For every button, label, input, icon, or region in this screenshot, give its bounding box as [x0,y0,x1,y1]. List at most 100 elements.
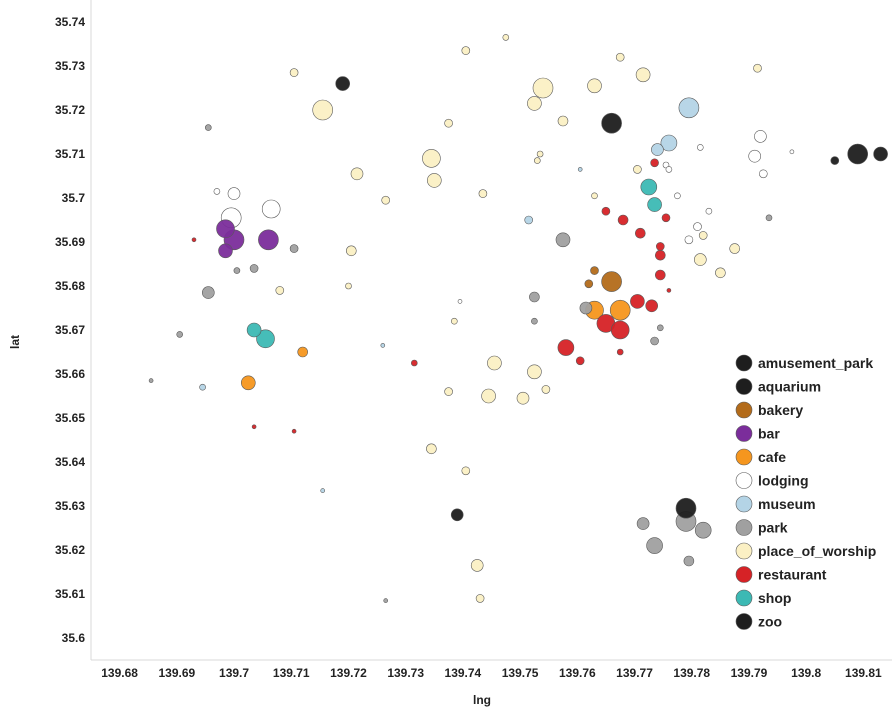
data-point-park [531,317,538,325]
x-tick-label: 139.7 [219,666,249,680]
data-point-place-of-worship [527,364,542,380]
data-point-restaurant [655,242,665,251]
data-point-place-of-worship [345,245,357,257]
data-point-restaurant [291,428,297,434]
data-point-place-of-worship [533,157,541,164]
x-tick-label: 139.68 [101,666,138,680]
data-point-lodging [261,199,281,219]
legend-label: aquarium [758,379,821,395]
data-point-lodging [789,149,795,155]
data-point-park [646,537,663,554]
data-point-lodging [748,149,762,163]
data-point-place-of-worship [729,243,741,254]
y-tick-label: 35.7 [62,191,86,205]
x-axis-title: lng [473,693,491,707]
data-point-park [694,521,712,539]
data-point-park [656,324,664,332]
legend-label: museum [758,496,816,512]
legend-label: lodging [758,473,809,489]
y-tick-label: 35.68 [55,279,85,293]
data-point-museum [678,97,700,119]
data-point-museum [651,143,664,156]
legend-label: restaurant [758,567,827,583]
data-point-place-of-worship [426,173,442,188]
data-point-park [205,124,212,131]
legend-label: zoo [758,614,782,630]
legend-marker [735,472,753,489]
data-point-restaurant [616,348,624,356]
y-tick-label: 35.64 [55,455,85,469]
data-point-lodging [665,166,673,173]
data-point-place-of-worship [587,78,602,94]
data-point-place-of-worship [444,118,453,128]
data-point-lodging [684,235,694,245]
data-point-restaurant [634,227,646,239]
data-point-bar [218,243,233,259]
data-point-place-of-worship [635,67,651,83]
x-tick-label: 139.79 [731,666,768,680]
data-point-park [176,331,183,338]
x-tick-label: 139.74 [445,666,482,680]
data-point-lodging [457,299,463,304]
legend-marker [735,613,753,630]
y-tick-label: 35.72 [55,103,85,117]
x-tick-label: 139.77 [616,666,653,680]
data-point-zoo [675,497,697,519]
data-point-park [233,267,241,274]
x-tick-label: 139.76 [559,666,596,680]
data-point-place-of-worship [557,115,569,127]
data-point-shop [647,197,662,212]
y-tick-label: 35.66 [55,367,85,381]
data-point-place-of-worship [345,282,352,290]
data-point-cafe [241,375,256,391]
data-point-lodging [227,187,241,200]
legend-marker [735,495,753,513]
data-point-museum [660,134,678,152]
data-point-lodging [674,192,681,200]
data-point-cafe [297,346,309,358]
data-point-park [555,232,571,248]
data-point-place-of-worship [487,355,502,371]
x-tick-label: 139.73 [387,666,424,680]
data-point-bakery [601,271,622,292]
x-tick-label: 139.81 [845,666,882,680]
data-point-place-of-worship [275,286,285,295]
data-point-place-of-worship [478,189,488,198]
data-point-park [148,378,154,383]
data-point-place-of-worship [444,387,453,396]
data-point-bakery [584,279,594,289]
data-point-lodging [213,188,221,195]
data-point-place-of-worship [693,253,707,266]
data-point-lodging [754,130,767,143]
x-tick-label: 139.71 [273,666,310,680]
data-point-bar [216,219,235,239]
data-point-lodging [758,169,768,179]
data-point-aquarium [847,143,869,165]
data-point-museum [199,383,206,391]
legend-label: bar [758,426,780,442]
data-point-zoo [450,508,464,522]
data-point-park [579,301,593,315]
data-points [148,34,888,603]
data-point-place-of-worship [450,317,458,325]
data-point-restaurant [645,299,659,313]
y-tick-label: 35.69 [55,235,85,249]
y-tick-labels: 35.6 35.61 35.62 35.63 35.64 35.65 35.66 35.67 3… [55,15,85,645]
legend-label: shop [758,590,791,606]
legend-marker [735,401,753,419]
data-point-place-of-worship [461,46,471,55]
data-point-place-of-worship [470,559,484,572]
legend-label: cafe [758,449,786,465]
data-point-museum [320,488,326,493]
data-point-place-of-worship [481,388,496,404]
data-point-shop [256,329,275,349]
data-point-restaurant [601,206,611,216]
legend-marker [735,425,753,442]
data-point-place-of-worship [591,192,598,200]
y-tick-label: 35.61 [55,587,85,601]
data-point-lodging [705,207,713,215]
y-axis-title: lat [8,335,22,349]
data-point-restaurant [610,320,630,340]
x-tick-label: 139.69 [158,666,195,680]
